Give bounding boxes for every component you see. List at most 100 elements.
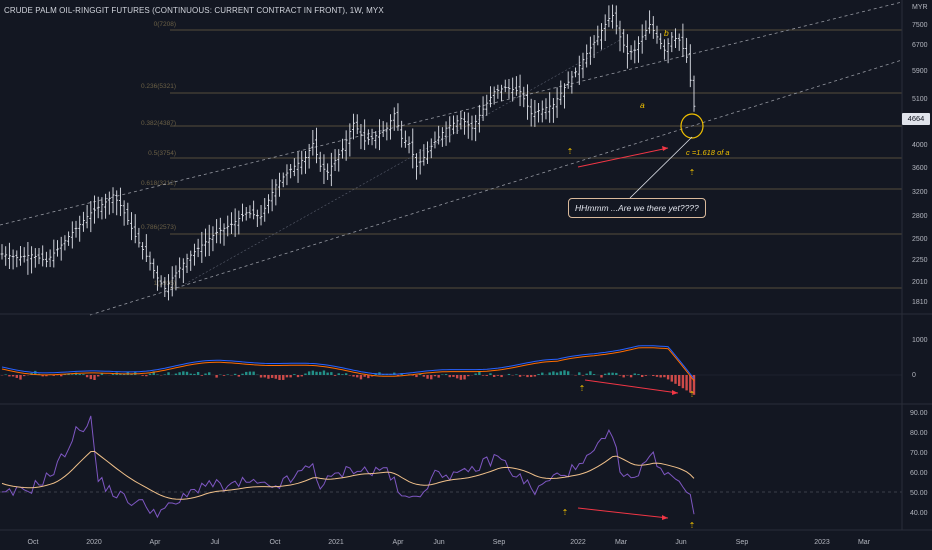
macd-histogram-bar — [411, 375, 414, 376]
macd-histogram-bar — [444, 374, 448, 375]
divergence-marker-icon: ⇡ — [689, 521, 696, 530]
macd-histogram-bar — [611, 372, 614, 375]
macd-histogram-bar — [552, 371, 555, 375]
macd-histogram-bar — [204, 373, 207, 375]
channel-lower-line — [89, 59, 903, 316]
macd-histogram-bar — [515, 374, 518, 375]
wave-c-label: c =1.618 of a — [686, 148, 730, 157]
macd-histogram-bar — [430, 375, 433, 380]
macd-histogram-bar — [100, 372, 104, 375]
candlestick-series — [0, 4, 696, 301]
channel-mid-line — [177, 39, 621, 289]
macd-histogram-bar — [618, 375, 622, 376]
macd-histogram-bar — [352, 375, 355, 377]
macd-histogram-bar — [326, 372, 329, 375]
macd-histogram-bar — [52, 375, 56, 376]
macd-histogram-bar — [245, 371, 248, 375]
macd-histogram-bar — [663, 375, 666, 378]
macd-histogram-bar — [333, 375, 337, 376]
time-axis-label: Jun — [433, 539, 444, 546]
fib-level-label: 0.618(3212) — [141, 180, 176, 187]
macd-histogram-bar — [341, 374, 344, 375]
macd-histogram-bar — [270, 375, 274, 378]
macd-histogram-bar — [304, 373, 307, 375]
time-axis-label: Jul — [211, 539, 220, 546]
rsi-axis-label: 80.00 — [910, 430, 928, 437]
macd-histogram-bar — [122, 373, 126, 375]
macd-histogram-bar — [282, 375, 285, 380]
macd-histogram-bar — [459, 375, 463, 380]
macd-histogram-bar — [330, 372, 333, 375]
fib-level-label: 0.5(3754) — [148, 150, 176, 157]
macd-histogram-bar — [97, 375, 100, 377]
macd-histogram-bar — [581, 375, 585, 376]
macd-histogram-bar — [85, 375, 89, 378]
time-axis-label: 2020 — [86, 539, 102, 546]
time-axis-label: 2023 — [814, 539, 830, 546]
macd-histogram-bar — [426, 375, 429, 379]
macd-histogram-bar — [566, 371, 570, 375]
macd-histogram-bar — [278, 375, 281, 380]
macd-histogram-bar — [45, 375, 48, 377]
macd-histogram-bar — [111, 374, 115, 375]
macd-histogram-bar — [541, 372, 544, 375]
macd-line — [1, 345, 695, 380]
time-axis-label: Sep — [493, 539, 506, 546]
macd-histogram-bar — [685, 375, 688, 391]
macd-histogram-bar — [600, 375, 603, 378]
macd-histogram-bar — [474, 373, 477, 375]
macd-histogram-bar — [496, 375, 500, 376]
macd-histogram-bar — [622, 375, 625, 378]
macd-histogram-bar — [585, 373, 588, 375]
price-axis-label: 5100 — [912, 96, 928, 103]
macd-histogram-bar — [666, 375, 670, 380]
macd-histogram-bar — [526, 375, 529, 378]
divergence-marker-icon: ⇡ — [562, 508, 569, 517]
divergence-marker-icon: ⇡ — [579, 384, 586, 393]
macd-histogram-bar — [674, 375, 677, 384]
macd-histogram-bar — [285, 375, 289, 378]
macd-histogram-bar — [293, 374, 296, 375]
rsi-ma-line — [1, 450, 695, 500]
macd-histogram-bar — [178, 372, 181, 375]
macd-histogram-bar — [367, 375, 370, 379]
price-axis-label: 2500 — [912, 236, 928, 243]
divergence-arrow-rsi — [577, 507, 669, 519]
highlight-circle — [680, 113, 704, 139]
macd-histogram-bar — [8, 375, 11, 377]
macd-histogram-bar — [126, 371, 130, 375]
macd-histogram-bar — [93, 375, 96, 380]
macd-axis-label: 1000 — [912, 337, 928, 344]
macd-histogram-bar — [467, 375, 470, 377]
divergence-arrow-price — [577, 147, 669, 168]
macd-histogram-bar — [415, 375, 418, 378]
callout-label: HHmmm ...Are we there yet???? — [568, 198, 706, 218]
price-axis-label: 3200 — [912, 189, 928, 196]
macd-histogram-bar — [89, 375, 93, 380]
macd-histogram-bar — [208, 372, 211, 375]
macd-histogram-bar — [529, 375, 533, 378]
macd-histogram-bar — [174, 373, 178, 375]
price-axis-label: 2250 — [912, 257, 928, 264]
last-price-tag: 4664 — [902, 113, 930, 125]
macd-histogram-bar — [19, 375, 22, 380]
time-axis-label: 2021 — [328, 539, 344, 546]
macd-histogram-bar — [296, 375, 300, 378]
macd-histogram-bar — [644, 375, 648, 376]
macd-histogram-bar — [448, 375, 451, 378]
divergence-arrowhead — [662, 146, 668, 151]
price-axis-label: 2800 — [912, 213, 928, 220]
macd-histogram-bar — [259, 375, 263, 378]
macd-histogram-bar — [452, 375, 455, 377]
fib-level-label: 0.382(4387) — [141, 120, 176, 127]
rsi-axis-label: 70.00 — [910, 450, 928, 457]
time-axis-label: Jun — [675, 539, 686, 546]
macd-histogram-bar — [607, 372, 611, 375]
price-axis-label: 4000 — [912, 142, 928, 149]
macd-histogram-bar — [215, 375, 218, 378]
macd-histogram-bar — [555, 372, 559, 375]
macd-histogram-bar — [356, 375, 359, 378]
macd-histogram-bar — [422, 375, 426, 377]
